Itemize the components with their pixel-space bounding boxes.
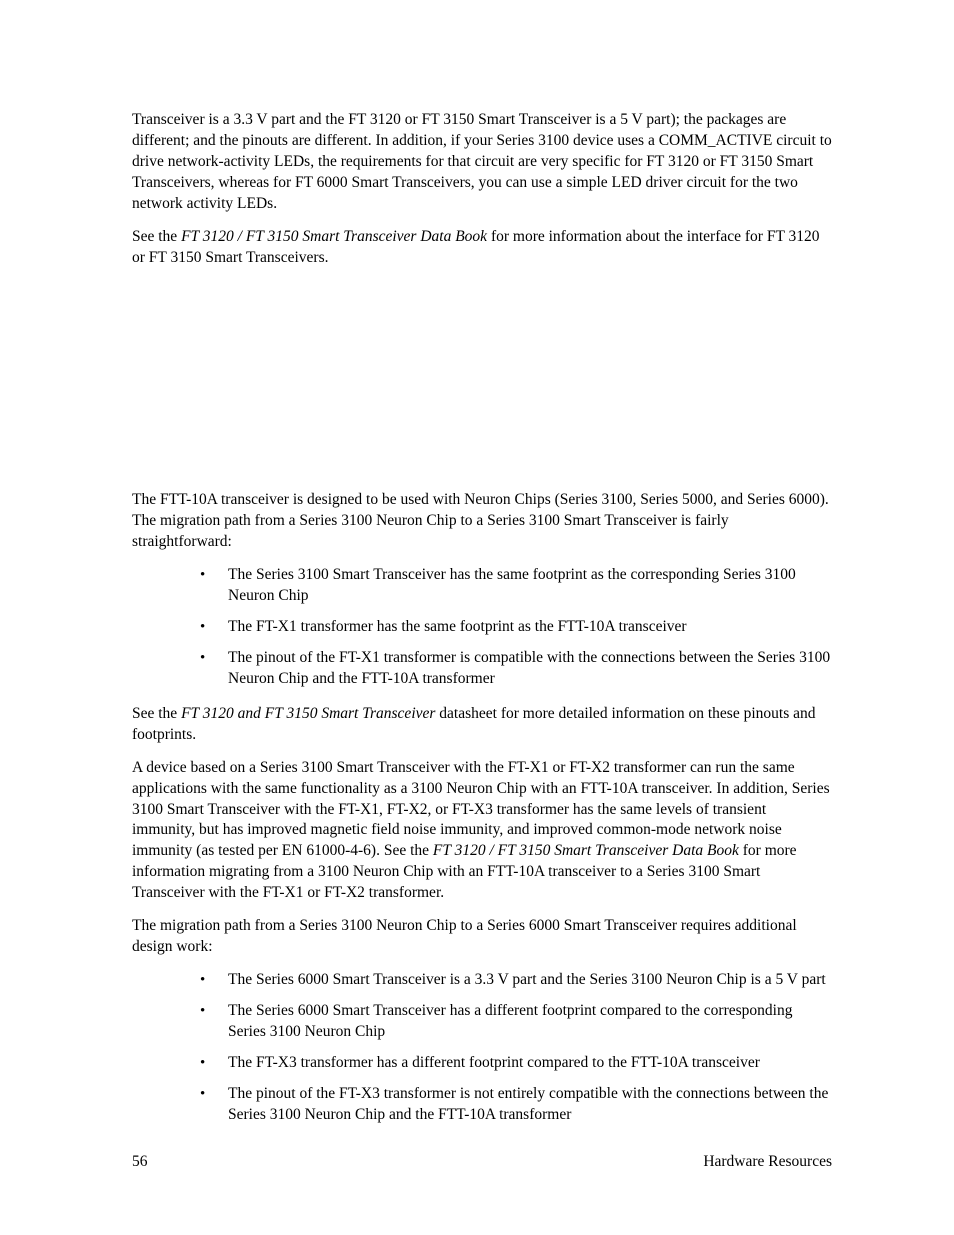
bullet-list: The Series 6000 Smart Transceiver is a 3… <box>132 970 832 1126</box>
text: The Series 6000 Smart Transceiver is a 3… <box>228 971 826 988</box>
list-item: The Series 3100 Smart Transceiver has th… <box>200 565 832 607</box>
list-item: The FT-X1 transformer has the same footp… <box>200 617 832 638</box>
text: The FT-X1 transformer has the same footp… <box>228 618 687 635</box>
page-footer: 56 Hardware Resources <box>132 1152 832 1173</box>
text: The migration path from a Series 3100 Ne… <box>132 917 797 955</box>
list-item: The pinout of the FT-X1 transformer is c… <box>200 648 832 690</box>
text: The FTT-10A transceiver is designed to b… <box>132 491 829 550</box>
page-number: 56 <box>132 1152 148 1173</box>
list-item: The pinout of the FT-X3 transformer is n… <box>200 1084 832 1126</box>
text: The Series 6000 Smart Transceiver has a … <box>228 1002 792 1040</box>
text: The Series 3100 Smart Transceiver has th… <box>228 566 796 604</box>
list-item: The Series 6000 Smart Transceiver is a 3… <box>200 970 832 991</box>
footer-title: Hardware Resources <box>703 1152 832 1173</box>
body-paragraph: The FTT-10A transceiver is designed to b… <box>132 490 832 553</box>
body-paragraph: The migration path from a Series 3100 Ne… <box>132 916 832 958</box>
text: Transceiver is a 3.3 V part and the FT 3… <box>132 111 832 212</box>
body-paragraph: See the FT 3120 and FT 3150 Smart Transc… <box>132 704 832 746</box>
list-item: The FT-X3 transformer has a different fo… <box>200 1053 832 1074</box>
italic-text: FT 3120 / FT 3150 Smart Transceiver Data… <box>433 842 739 859</box>
italic-text: FT 3120 and FT 3150 Smart Transceiver <box>181 705 435 722</box>
list-item: The Series 6000 Smart Transceiver has a … <box>200 1001 832 1043</box>
text: See the <box>132 228 181 245</box>
page: Transceiver is a 3.3 V part and the FT 3… <box>0 0 954 1235</box>
text: The pinout of the FT-X3 transformer is n… <box>228 1085 828 1123</box>
text: The FT-X3 transformer has a different fo… <box>228 1054 760 1071</box>
body-paragraph: See the FT 3120 / FT 3150 Smart Transcei… <box>132 227 832 269</box>
italic-text: FT 3120 / FT 3150 Smart Transceiver Data… <box>181 228 487 245</box>
bullet-list: The Series 3100 Smart Transceiver has th… <box>132 565 832 690</box>
text: The pinout of the FT-X1 transformer is c… <box>228 649 830 687</box>
text: See the <box>132 705 181 722</box>
body-paragraph: A device based on a Series 3100 Smart Tr… <box>132 758 832 904</box>
body-paragraph: Transceiver is a 3.3 V part and the FT 3… <box>132 110 832 215</box>
section-gap <box>132 280 832 490</box>
